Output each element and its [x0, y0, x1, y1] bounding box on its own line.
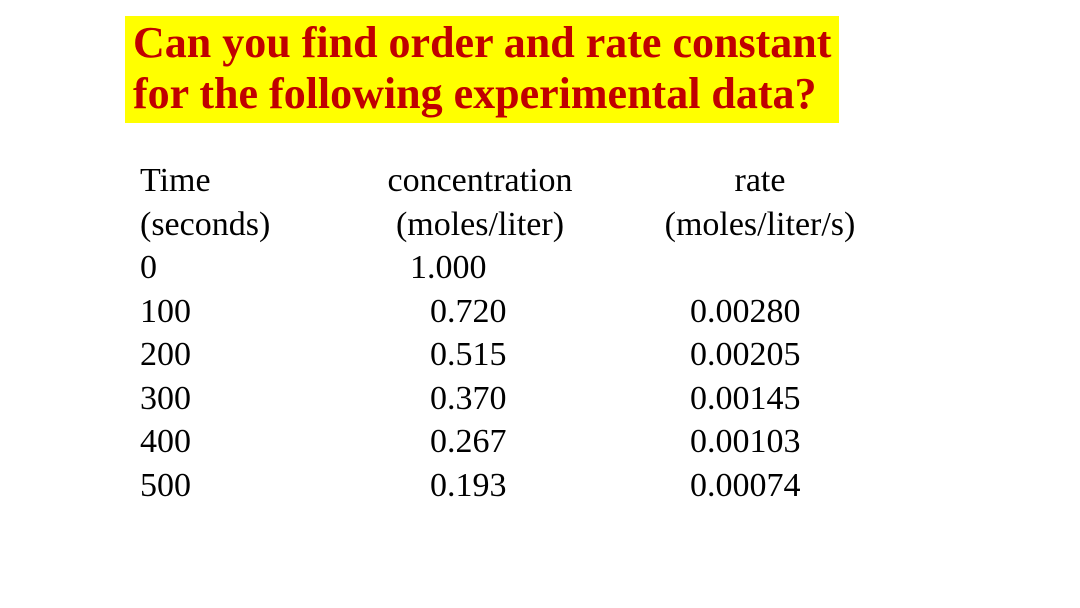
cell-time: 200	[140, 333, 350, 377]
table-units-row: (seconds) (moles/liter) (moles/liter/s)	[140, 203, 910, 247]
kinetics-data-table: Time concentration rate (seconds) (moles…	[140, 159, 910, 507]
table-row: 500 0.193 0.00074	[140, 464, 910, 508]
data-table-wrap: Time concentration rate (seconds) (moles…	[140, 159, 1080, 507]
col-unit-rate: (moles/liter/s)	[610, 203, 910, 247]
col-unit-concentration: (moles/liter)	[350, 203, 610, 247]
table-row: 400 0.267 0.00103	[140, 420, 910, 464]
col-header-rate: rate	[610, 159, 910, 203]
cell-concentration: 0.370	[350, 377, 610, 421]
cell-rate: 0.00103	[610, 420, 910, 464]
cell-time: 300	[140, 377, 350, 421]
table-row: 200 0.515 0.00205	[140, 333, 910, 377]
cell-rate: 0.00205	[610, 333, 910, 377]
cell-time: 0	[140, 246, 350, 290]
title-box: Can you find order and rate constant for…	[125, 16, 839, 123]
cell-concentration: 0.515	[350, 333, 610, 377]
title-line1: Can you find order and rate constant	[133, 18, 831, 69]
col-header-concentration: concentration	[350, 159, 610, 203]
col-unit-time: (seconds)	[140, 203, 350, 247]
cell-time: 500	[140, 464, 350, 508]
title-line2: for the following experimental data?	[133, 69, 831, 120]
cell-time: 400	[140, 420, 350, 464]
cell-rate	[610, 246, 910, 290]
cell-concentration: 1.000	[350, 246, 610, 290]
cell-rate: 0.00074	[610, 464, 910, 508]
cell-time: 100	[140, 290, 350, 334]
col-header-time: Time	[140, 159, 350, 203]
cell-rate: 0.00145	[610, 377, 910, 421]
cell-concentration: 0.267	[350, 420, 610, 464]
table-row: 0 1.000	[140, 246, 910, 290]
table-header-row: Time concentration rate	[140, 159, 910, 203]
cell-concentration: 0.193	[350, 464, 610, 508]
cell-concentration: 0.720	[350, 290, 610, 334]
table-row: 100 0.720 0.00280	[140, 290, 910, 334]
cell-rate: 0.00280	[610, 290, 910, 334]
table-row: 300 0.370 0.00145	[140, 377, 910, 421]
